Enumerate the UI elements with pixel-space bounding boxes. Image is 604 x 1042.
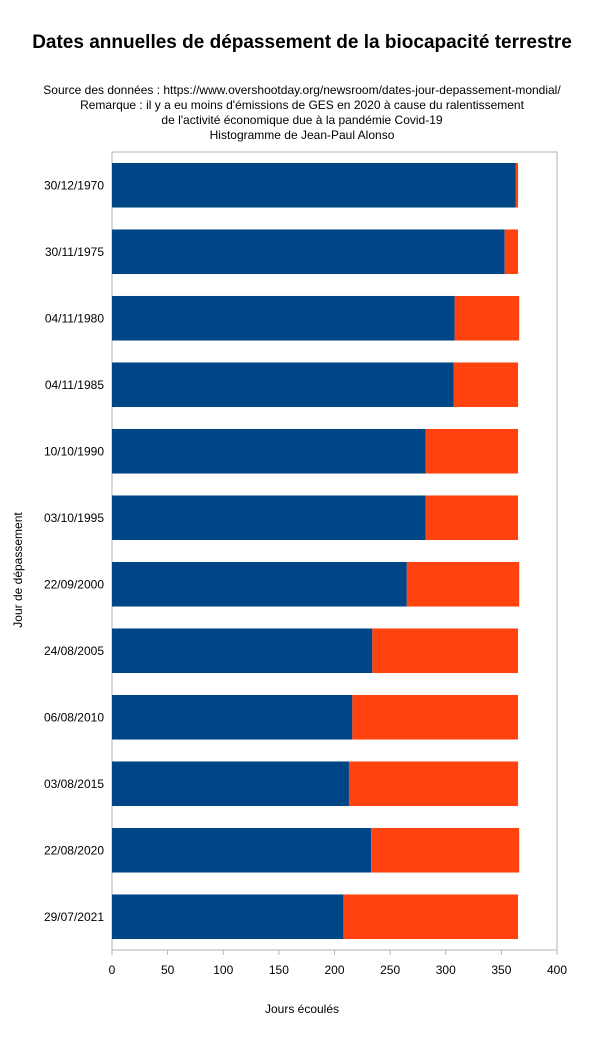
- bar-segment-elapsed-1: [112, 229, 505, 275]
- x-tick-label: 150: [269, 963, 289, 977]
- bar-segment-elapsed-3: [112, 362, 454, 408]
- bar-segment-elapsed-4: [112, 428, 426, 474]
- y-tick-label: 30/11/1975: [45, 245, 104, 259]
- bar-segment-elapsed-11: [112, 894, 344, 940]
- x-tick-label: 300: [436, 963, 456, 977]
- bar-segment-elapsed-6: [112, 561, 407, 607]
- y-tick-label: 04/11/1985: [45, 378, 104, 392]
- bar-segment-remaining-4: [425, 428, 519, 474]
- x-tick-label: 400: [547, 963, 567, 977]
- y-tick-label: 10/10/1990: [44, 444, 104, 458]
- x-tick-label: 50: [161, 963, 175, 977]
- chart-subtitle: Source des données : https://www.oversho…: [0, 83, 604, 143]
- bar-segment-elapsed-2: [112, 295, 455, 341]
- bar-segment-remaining-9: [348, 761, 519, 807]
- subtitle-line-source: Source des données : https://www.oversho…: [43, 83, 561, 97]
- bar-segment-remaining-8: [352, 694, 519, 740]
- bar-segment-remaining-7: [372, 628, 519, 674]
- y-tick-label: 04/11/1980: [45, 311, 104, 325]
- bar-segment-elapsed-0: [112, 162, 516, 208]
- y-tick-label: 03/08/2015: [44, 777, 104, 791]
- x-tick-label: 100: [213, 963, 233, 977]
- bar-segment-remaining-0: [515, 162, 519, 208]
- chart-title: Dates annuelles de dépassement de la bio…: [32, 32, 572, 53]
- subtitle-line-remark: Remarque : il y a eu moins d'émissions d…: [80, 98, 524, 112]
- subtitle-line-remark-cont: de l'activité économique due à la pandém…: [161, 113, 443, 127]
- y-tick-label: 30/12/1970: [44, 178, 104, 192]
- bar-segment-elapsed-9: [112, 761, 349, 807]
- y-tick-label: 22/08/2020: [44, 843, 104, 857]
- y-tick-label: 06/08/2010: [44, 710, 104, 724]
- bar-segment-elapsed-10: [112, 827, 372, 873]
- bar-segment-remaining-6: [406, 561, 520, 607]
- x-tick-label: 0: [109, 963, 116, 977]
- bar-segment-remaining-11: [343, 894, 519, 940]
- bar-segment-remaining-1: [504, 229, 519, 275]
- y-axis-title: Jour de dépassement: [11, 512, 25, 628]
- bar-segment-elapsed-5: [112, 495, 426, 541]
- bar-segment-remaining-5: [425, 495, 519, 541]
- bar-segment-remaining-10: [371, 827, 520, 873]
- bar-segment-elapsed-7: [112, 628, 373, 674]
- subtitle-line-author: Histogramme de Jean-Paul Alonso: [209, 128, 395, 142]
- y-tick-label: 29/07/2021: [44, 910, 104, 924]
- x-tick-label: 200: [324, 963, 344, 977]
- y-tick-label: 24/08/2005: [44, 644, 104, 658]
- y-tick-label: 03/10/1995: [44, 511, 104, 525]
- y-tick-label: 22/09/2000: [44, 577, 104, 591]
- x-tick-label: 350: [491, 963, 511, 977]
- x-axis-title: Jours écoulés: [265, 1002, 339, 1016]
- bar-segment-remaining-3: [453, 362, 519, 408]
- x-tick-label: 250: [380, 963, 400, 977]
- bar-segment-elapsed-8: [112, 694, 353, 740]
- bar-segment-remaining-2: [454, 295, 520, 341]
